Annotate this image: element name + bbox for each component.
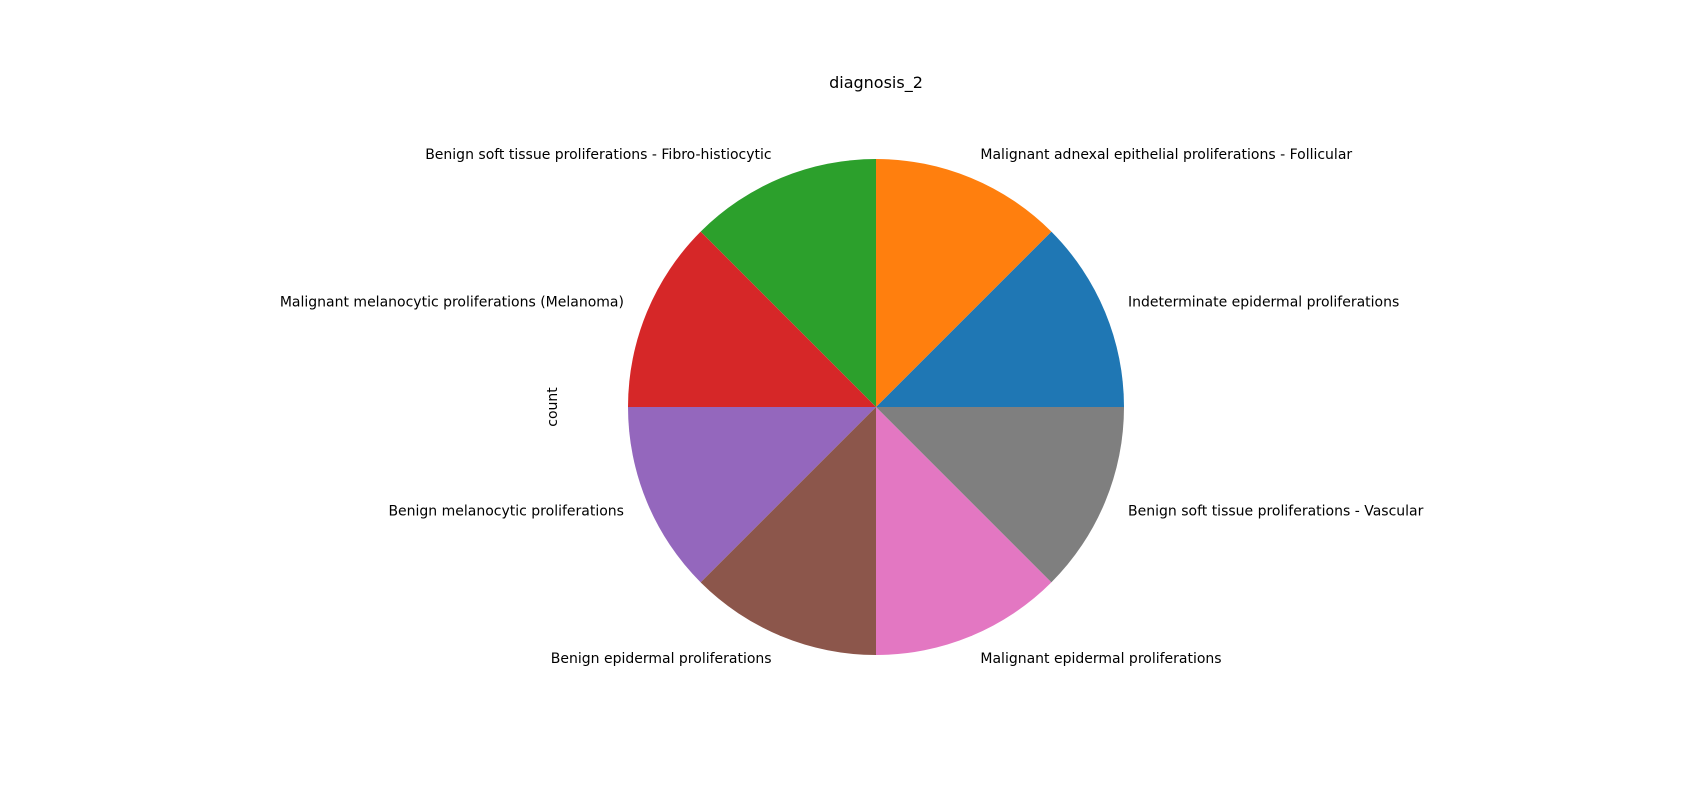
pie-slice-benign-epidermal-proliferations xyxy=(700,407,876,655)
pie-slice-benign-soft-tissue-proliferations-fibro-histiocytic xyxy=(700,159,876,407)
pie-label-malignant-melanocytic-proliferations-melanoma: Malignant melanocytic proliferations (Me… xyxy=(280,295,624,311)
chart-title: diagnosis_2 xyxy=(829,73,923,93)
pie-label-benign-soft-tissue-proliferations-fibro-histiocytic: Benign soft tissue proliferations - Fibr… xyxy=(425,147,771,163)
pie-slices xyxy=(628,159,1124,655)
pie-slice-malignant-adnexal-epithelial-proliferations-follicular xyxy=(876,159,1052,407)
pie-label-malignant-epidermal-proliferations: Malignant epidermal proliferations xyxy=(980,651,1221,667)
pie-label-benign-soft-tissue-proliferations-vascular: Benign soft tissue proliferations - Vasc… xyxy=(1128,503,1424,519)
y-axis-label: count xyxy=(545,387,561,427)
pie-slice-indeterminate-epidermal-proliferations xyxy=(876,231,1124,407)
pie-label-indeterminate-epidermal-proliferations: Indeterminate epidermal proliferations xyxy=(1128,295,1399,311)
pie-label-malignant-adnexal-epithelial-proliferations-follicular: Malignant adnexal epithelial proliferati… xyxy=(980,147,1352,163)
pie-labels: Indeterminate epidermal proliferations Ma… xyxy=(280,147,1424,667)
pie-label-benign-melanocytic-proliferations: Benign melanocytic proliferations xyxy=(388,503,624,519)
pie-label-benign-epidermal-proliferations: Benign epidermal proliferations xyxy=(551,651,772,667)
pie-slice-benign-melanocytic-proliferations xyxy=(628,407,876,583)
pie-slice-malignant-melanocytic-proliferations-melanoma xyxy=(628,231,876,407)
pie-slice-malignant-epidermal-proliferations xyxy=(876,407,1052,655)
pie-slice-benign-soft-tissue-proliferations-vascular xyxy=(876,407,1124,583)
